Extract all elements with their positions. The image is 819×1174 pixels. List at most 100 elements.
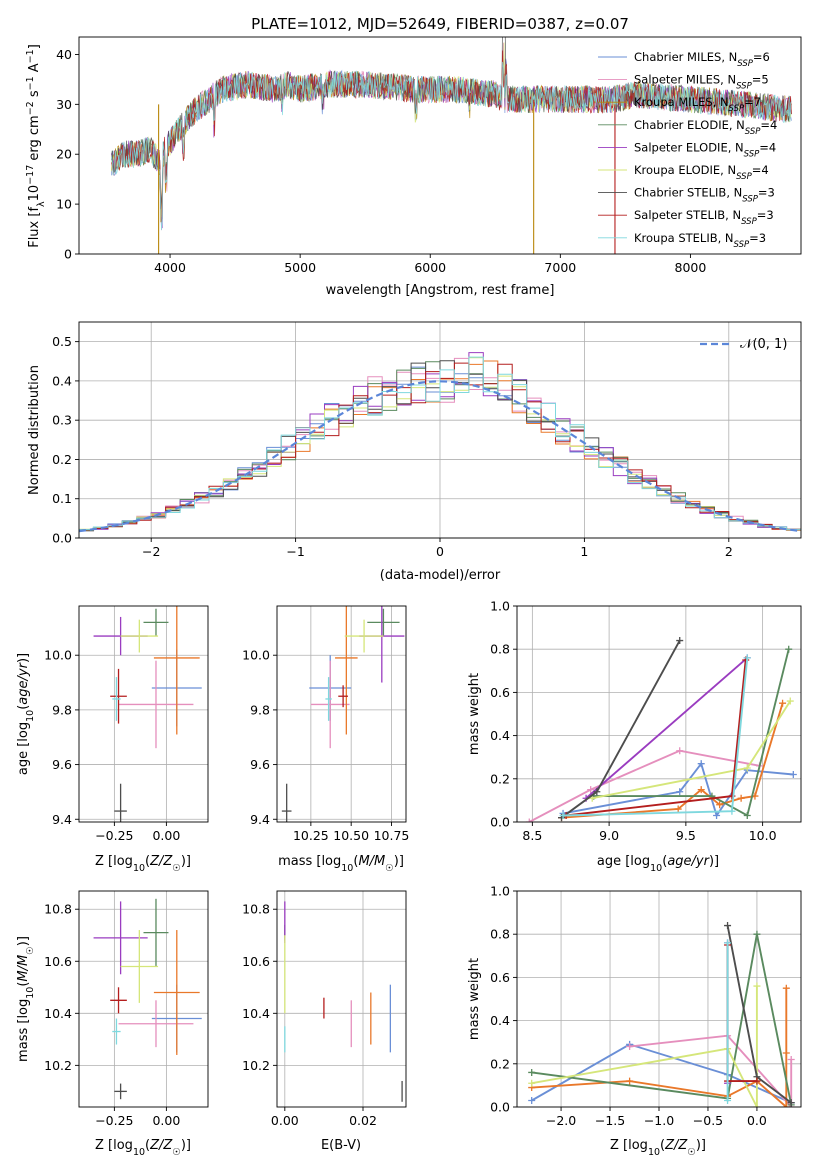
weight-line <box>531 986 758 1107</box>
weight-line <box>593 648 790 817</box>
x-tick-label: 5000 <box>284 260 316 275</box>
x-tick-label: 0 <box>436 544 444 559</box>
plot-area-weight_vs_age <box>525 637 797 822</box>
y-axis-label: mass [log10(M/M☉)] <box>16 936 36 1062</box>
axes-frame <box>276 890 407 1108</box>
legend-label: 𝒩(0, 1) <box>740 337 787 352</box>
figure-title: PLATE=1012, MJD=52649, FIBERID=0387, z=0… <box>251 15 629 33</box>
weight-marker <box>676 788 684 796</box>
weight-marker <box>593 788 601 796</box>
axes-frame <box>516 890 802 1108</box>
weight-marker <box>787 1055 795 1063</box>
weight-marker <box>626 1077 634 1085</box>
axes-age_vs_mass: 10.25 10.50 10.75 9.4 9.6 9.8 10.0 mass [log10(… <box>242 605 410 874</box>
axes-frame <box>78 36 802 255</box>
y-tick-label: 0.6 <box>490 970 510 985</box>
weight-marker <box>724 1097 732 1105</box>
normal-curve <box>79 380 801 533</box>
weight-marker <box>716 801 724 809</box>
x-axis-label: wavelength [Angstrom, rest frame] <box>326 283 555 298</box>
x-tick-label: 1 <box>580 544 588 559</box>
plot-area-weight_vs_Z <box>528 922 795 1107</box>
weight-marker <box>753 930 761 938</box>
y-axis-label: Normed distribution <box>27 365 42 495</box>
y-tick-label: 40 <box>56 47 72 62</box>
x-tick-label: 0.00 <box>152 828 180 843</box>
y-tick-label: 10.6 <box>242 954 270 969</box>
y-tick-label: 0.4 <box>490 1013 510 1028</box>
weight-marker <box>525 818 533 822</box>
x-axis-label: E(B-V) <box>321 1138 361 1153</box>
y-tick-label: 0.2 <box>490 1056 510 1071</box>
weight-marker <box>728 807 736 815</box>
axes-age_vs_Z: −0.25 0.00 9.4 9.6 9.8 10.0 Z [log10(Z/Z☉)] age… <box>16 605 209 874</box>
y-tick-label: 30 <box>56 97 72 112</box>
axes-spectrum: 4000 5000 6000 7000 8000 0 10 20 30 40 Chabrier MI… <box>25 36 802 298</box>
weight-marker <box>753 1077 761 1085</box>
x-tick-label: 2 <box>725 544 733 559</box>
legend-label: Chabrier ELODIE, NSSP=4 <box>634 118 777 137</box>
grid-age_vs_mass <box>277 606 406 822</box>
x-tick-label: 8.5 <box>522 828 542 843</box>
x-tick-label: 9.0 <box>599 828 619 843</box>
x-axis-label: Z [log10(Z/Z☉)] <box>95 1138 191 1158</box>
y-tick-label: 10.0 <box>44 648 72 663</box>
legend-label: Chabrier STELIB, NSSP=3 <box>634 186 775 205</box>
y-tick-label: 0.0 <box>52 531 72 546</box>
y-tick-label: 9.6 <box>250 757 270 772</box>
axes-frame <box>78 321 802 539</box>
y-tick-label: 0.4 <box>52 373 72 388</box>
weight-marker <box>697 786 705 794</box>
x-tick-label: −1.5 <box>595 1113 625 1128</box>
plot-area-spectrum <box>111 37 792 254</box>
weight-marker <box>528 1097 536 1105</box>
plot-area-age_vs_Z <box>93 606 202 822</box>
y-tick-label: 10.4 <box>242 1006 270 1021</box>
y-tick-label: 1.0 <box>490 599 510 614</box>
y-tick-label: 10.6 <box>44 954 72 969</box>
y-tick-label: 0.4 <box>490 728 510 743</box>
x-tick-label: 10.25 <box>293 828 329 843</box>
x-tick-label: −0.25 <box>95 828 133 843</box>
x-tick-label: 0.0 <box>747 1113 767 1128</box>
weight-marker <box>782 1103 790 1107</box>
axes-frame <box>276 605 407 823</box>
weight-line <box>531 934 793 1105</box>
weight-line <box>528 749 760 822</box>
weight-marker <box>724 922 732 930</box>
legend-label: Kroupa ELODIE, NSSP=4 <box>634 163 769 182</box>
weight-marker <box>743 764 751 772</box>
axes-mass_vs_ebv: 0.00 0.02 10.2 10.4 10.6 10.8 E(B-V) <box>242 890 407 1153</box>
weight-marker <box>743 654 751 662</box>
x-tick-label: −2 <box>142 544 160 559</box>
weight-marker <box>789 770 797 778</box>
weight-marker <box>737 794 745 802</box>
weight-line <box>561 702 784 819</box>
y-tick-label: 0.1 <box>52 491 72 506</box>
weight-marker <box>753 1103 761 1107</box>
y-axis-label: mass weight <box>467 673 482 755</box>
x-axis-label: mass [log10(M/M☉)] <box>278 854 404 874</box>
weight-marker <box>587 786 595 794</box>
weight-marker <box>779 699 787 707</box>
y-tick-label: 10.8 <box>242 902 270 917</box>
spectrum-line <box>111 61 792 231</box>
legend-label: Chabrier MILES, NSSP=6 <box>634 50 770 69</box>
x-tick-label: −0.5 <box>693 1113 723 1128</box>
x-tick-label: 10.75 <box>374 828 410 843</box>
axes-weight_vs_age: 8.5 9.0 9.5 10.0 0.0 0.2 0.4 0.6 0.8 1.0 age [log1… <box>467 599 802 874</box>
y-tick-label: 0.8 <box>490 642 510 657</box>
y-axis-label: age [log10(age/yr)] <box>16 653 36 775</box>
grid-weight_vs_age <box>517 605 801 823</box>
plot-area-age_vs_mass <box>281 606 405 822</box>
y-tick-label: 0.0 <box>490 815 510 830</box>
y-tick-label: 10.8 <box>44 902 72 917</box>
weight-marker <box>528 1079 536 1087</box>
y-tick-label: 10 <box>56 197 72 212</box>
axes-frame <box>516 605 802 823</box>
plot-area-residuals <box>79 352 801 538</box>
x-axis-label: age [log10(age/yr)] <box>597 854 719 874</box>
weight-marker <box>674 805 682 813</box>
y-tick-label: 0.5 <box>52 334 72 349</box>
weight-marker <box>787 1099 795 1107</box>
